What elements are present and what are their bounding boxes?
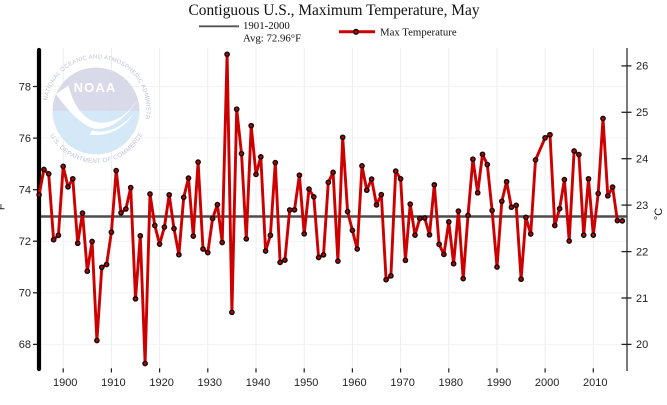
svg-text:74: 74 [19,185,31,197]
svg-text:2000: 2000 [535,377,559,389]
svg-text:1930: 1930 [198,377,222,389]
svg-text:25: 25 [636,107,648,119]
svg-text:24: 24 [636,154,648,166]
svg-text:NOAA: NOAA [74,80,117,95]
svg-text:78: 78 [19,81,31,93]
svg-text:1970: 1970 [390,377,414,389]
svg-text:1900: 1900 [53,377,77,389]
svg-text:20: 20 [636,339,648,351]
svg-text:1901-2000: 1901-2000 [243,20,290,32]
svg-text:76: 76 [19,133,31,145]
svg-text:70: 70 [19,288,31,300]
svg-text:1980: 1980 [439,377,463,389]
svg-text:1920: 1920 [149,377,173,389]
svg-text:23: 23 [636,200,648,212]
svg-text:1950: 1950 [294,377,318,389]
svg-text:Contiguous U.S., Maximum Tempe: Contiguous U.S., Maximum Temperature, Ma… [188,2,479,19]
svg-text:2010: 2010 [583,377,607,389]
svg-text:1940: 1940 [246,377,270,389]
svg-text:68: 68 [19,339,31,351]
svg-text:22: 22 [636,246,648,258]
svg-text:72: 72 [19,236,31,248]
svg-text:21: 21 [636,293,648,305]
svg-text:1910: 1910 [101,377,125,389]
svg-text:1960: 1960 [342,377,366,389]
svg-text:1990: 1990 [487,377,511,389]
svg-text:°C: °C [653,208,665,220]
svg-text:26: 26 [636,61,648,73]
svg-text:Avg: 72.96°F: Avg: 72.96°F [243,33,301,45]
svg-text:Max Temperature: Max Temperature [380,27,457,39]
svg-text:°F: °F [0,203,8,214]
